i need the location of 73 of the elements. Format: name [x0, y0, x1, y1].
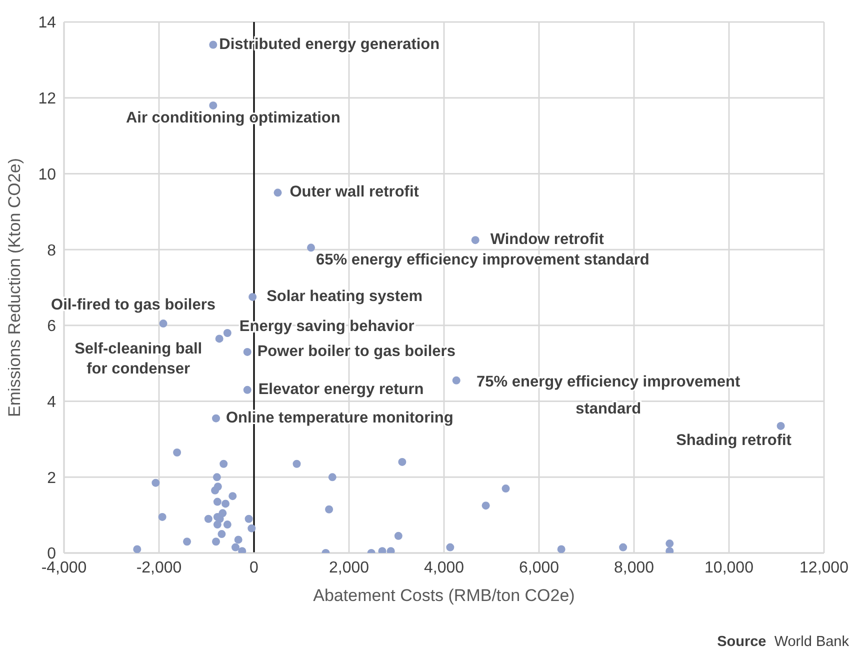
y-tick-label: 2	[47, 470, 56, 487]
point	[776, 422, 785, 430]
point	[228, 492, 237, 500]
x-tick-label: 12,000	[800, 559, 849, 576]
point	[133, 545, 142, 553]
point	[209, 101, 218, 110]
point	[215, 334, 224, 343]
point	[173, 448, 182, 456]
annotation: Elevator energy return	[258, 380, 424, 398]
y-tick-label: 8	[47, 242, 56, 260]
point	[220, 460, 228, 468]
point	[482, 502, 490, 510]
point	[212, 414, 220, 422]
x-tick-label: 4,000	[424, 559, 464, 576]
point	[244, 514, 253, 523]
point	[183, 538, 192, 546]
point	[248, 524, 256, 532]
x-tick-label: 8,000	[614, 559, 654, 576]
point	[452, 376, 460, 384]
annotation: Power boiler to gas boilers	[257, 342, 456, 360]
y-tick-label: 4	[47, 394, 56, 411]
annotation: Self-cleaning ball for condenser	[74, 340, 202, 378]
point	[212, 538, 220, 546]
point	[502, 484, 510, 493]
point	[152, 478, 160, 487]
x-axis-title: Abatement Costs (RMB/ton CO2e)	[313, 586, 575, 605]
point	[231, 543, 240, 552]
point	[212, 473, 221, 482]
annotation: 75% energy efficiency improvement standard	[476, 373, 740, 418]
point	[218, 530, 226, 538]
point	[222, 500, 230, 508]
y-axis-title: Emissions Reduction (Kton CO2e)	[5, 158, 24, 417]
point	[213, 520, 222, 529]
source-note: Source World Bank	[717, 634, 849, 650]
point	[209, 40, 218, 49]
x-tick-label: 10,000	[704, 559, 754, 576]
point	[471, 236, 480, 244]
point	[292, 460, 301, 468]
point	[398, 458, 406, 466]
annotation: 65% energy efficiency improvement standard	[316, 252, 650, 269]
x-tick-label: 0	[250, 559, 259, 576]
point	[211, 486, 220, 494]
y-tick-label: 10	[38, 166, 56, 184]
annotation: Outer wall retrofit	[290, 184, 419, 201]
point	[446, 543, 454, 552]
point	[243, 386, 252, 394]
x-tick-label: 2,000	[328, 559, 370, 576]
point	[223, 520, 232, 529]
point	[666, 540, 674, 548]
x-tick-label: 6,000	[518, 559, 560, 576]
point	[325, 505, 334, 514]
x-tick-label: -2,000	[136, 559, 182, 576]
point	[243, 348, 252, 356]
point	[328, 473, 336, 482]
annotation: Oil-fired to gas boilers	[51, 296, 216, 314]
annotation: Solar heating system	[266, 288, 422, 305]
point	[234, 536, 242, 544]
point	[213, 498, 222, 506]
y-tick-label: 14	[38, 14, 56, 32]
y-tick-label: 6	[47, 318, 56, 336]
point	[394, 532, 402, 540]
y-tick-label: 12	[38, 90, 56, 108]
annotation: Shading retrofit	[676, 432, 792, 449]
point	[204, 514, 212, 523]
point	[307, 244, 315, 252]
point	[274, 188, 282, 197]
point	[248, 292, 257, 301]
point	[223, 329, 232, 338]
point	[158, 512, 166, 521]
point	[619, 543, 628, 552]
point	[557, 545, 566, 553]
annotation: Window retrofit	[490, 231, 604, 248]
point	[159, 320, 168, 328]
